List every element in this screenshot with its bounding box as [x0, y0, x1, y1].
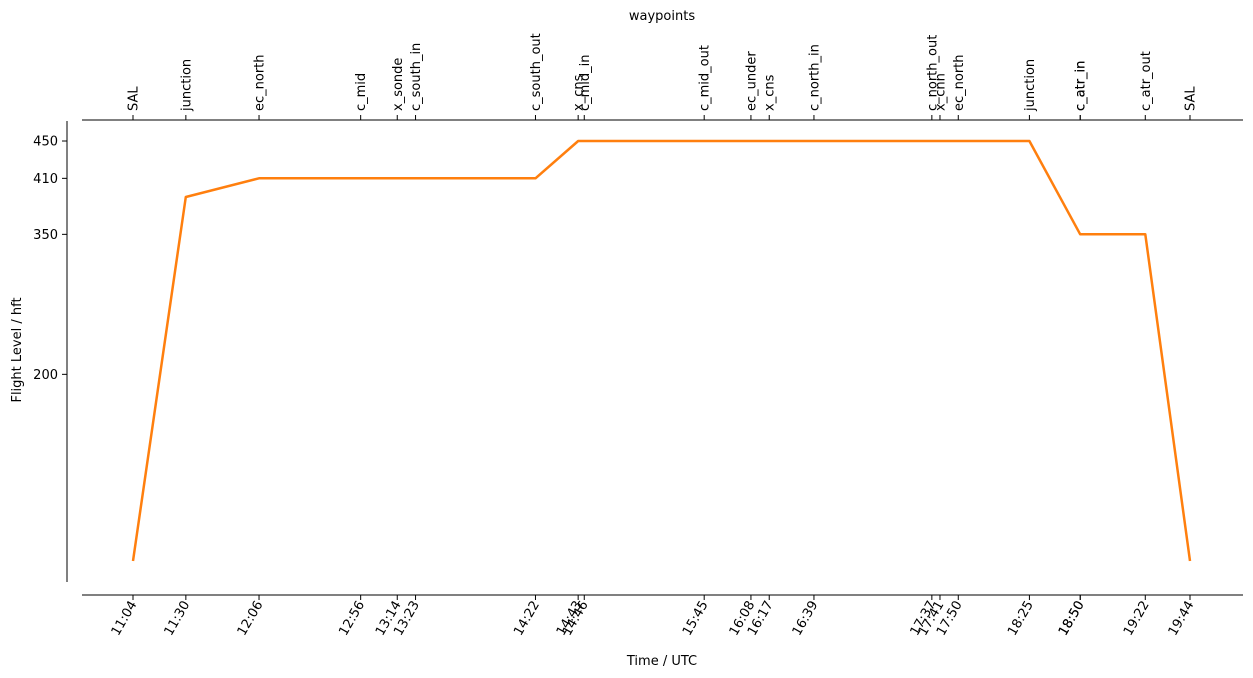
time-tick-label: 16:39 [790, 599, 822, 639]
time-tick-label: 18:50 [1056, 599, 1088, 639]
x-axis-title: Time / UTC [626, 654, 697, 669]
waypoint-label: c_atr_in [1074, 61, 1089, 111]
y-ticks: 200 350 410 450 [33, 135, 67, 383]
time-tick-label: 14:22 [511, 599, 543, 639]
waypoint-label: c_south_in [409, 43, 424, 111]
waypoint-label: junction [179, 59, 194, 112]
flight-level-line [131, 139, 1192, 562]
waypoint-label: x_cns [572, 74, 587, 111]
time-tick-label: 12:56 [336, 599, 368, 639]
waypoint-label: c_atr_in [1074, 61, 1089, 111]
waypoint-label: x_cns [763, 74, 778, 111]
y-axis-title: Flight Level / hft [10, 297, 25, 402]
time-tick-label: 15:45 [680, 599, 712, 639]
y-tick-label: 200 [33, 368, 58, 383]
time-tick-label: 11:30 [162, 599, 194, 639]
top-axis: waypoints SAL junction ec_north c_mid x_sond… [82, 9, 1243, 121]
y-tick-label: 410 [33, 172, 58, 187]
waypoint-label: c_north_in [807, 44, 822, 111]
waypoint-label: ec_under [744, 51, 759, 111]
waypoint-label: SAL [1184, 86, 1199, 111]
y-axis: 200 350 410 450 Flight Level / hft [10, 121, 68, 582]
time-tick-label: 18:25 [1005, 599, 1037, 639]
waypoint-ticks: SAL junction ec_north c_mid x_sonde c_south_i… [127, 33, 1199, 120]
waypoint-label: c_mid_in [578, 54, 593, 111]
time-tick-label: 19:44 [1166, 599, 1198, 639]
time-tick-label: 19:22 [1121, 599, 1153, 639]
waypoint-label: junction [1023, 59, 1038, 112]
waypoint-label: c_atr_out [1139, 51, 1154, 111]
waypoint-label: ec_north [253, 54, 268, 111]
waypoint-label: x_cnn [933, 73, 948, 111]
waypoint-label: x_sonde [391, 58, 406, 111]
time-tick-label: 12:06 [235, 599, 267, 639]
waypoint-label: c_north_out [925, 35, 940, 111]
waypoint-label: c_mid [354, 73, 369, 111]
waypoint-label: c_south_out [529, 33, 544, 111]
top-axis-title: waypoints [629, 9, 695, 24]
waypoint-label: SAL [127, 86, 142, 111]
waypoint-label: c_mid_out [698, 45, 713, 111]
plot-area [131, 139, 1192, 562]
time-tick-label: 11:04 [109, 599, 141, 639]
y-tick-label: 350 [33, 228, 58, 243]
waypoint-label: ec_north [952, 54, 967, 111]
y-tick-label: 450 [33, 135, 58, 150]
